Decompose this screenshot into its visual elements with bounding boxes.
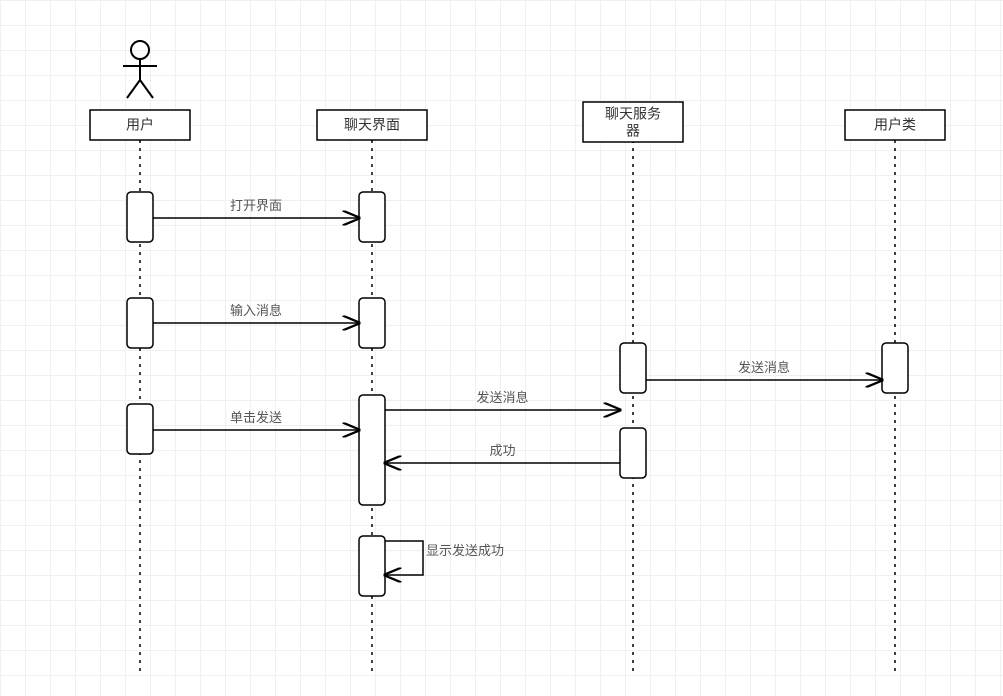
message-label: 成功 bbox=[489, 443, 515, 458]
activation-bar bbox=[359, 298, 385, 348]
message-label: 发送消息 bbox=[476, 390, 528, 405]
activation-bar bbox=[127, 298, 153, 348]
activation-bar bbox=[620, 343, 646, 393]
activation-bar bbox=[359, 192, 385, 242]
message-label: 打开界面 bbox=[230, 198, 282, 213]
activation-bar bbox=[127, 192, 153, 242]
activation-bar bbox=[359, 536, 385, 596]
self-message-label: 显示发送成功 bbox=[426, 543, 504, 558]
self-message: 显示发送成功 bbox=[385, 541, 504, 575]
message: 打开界面 bbox=[153, 198, 359, 218]
message: 成功 bbox=[385, 443, 620, 463]
sequence-diagram: 用户 聊天界面 聊天服务 器 用户类 打开界面 输入消息 发送消息 发送消息 单… bbox=[0, 0, 1003, 696]
participant-label-line2: 器 bbox=[626, 123, 640, 139]
message: 发送消息 bbox=[646, 360, 882, 380]
actor-icon bbox=[123, 41, 157, 98]
participant-label: 聊天界面 bbox=[344, 117, 400, 133]
participant-label-line1: 聊天服务 bbox=[605, 106, 661, 122]
message-label: 输入消息 bbox=[230, 303, 282, 318]
activation-bar bbox=[359, 395, 385, 505]
message-label: 发送消息 bbox=[738, 360, 790, 375]
message: 单击发送 bbox=[153, 410, 359, 430]
activation-bar bbox=[882, 343, 908, 393]
participant-label: 用户 bbox=[126, 117, 154, 133]
message: 输入消息 bbox=[153, 303, 359, 323]
message: 发送消息 bbox=[385, 390, 620, 410]
activation-bar bbox=[127, 404, 153, 454]
message-label: 单击发送 bbox=[230, 410, 282, 425]
activation-bar bbox=[620, 428, 646, 478]
participant-label: 用户类 bbox=[874, 117, 916, 133]
